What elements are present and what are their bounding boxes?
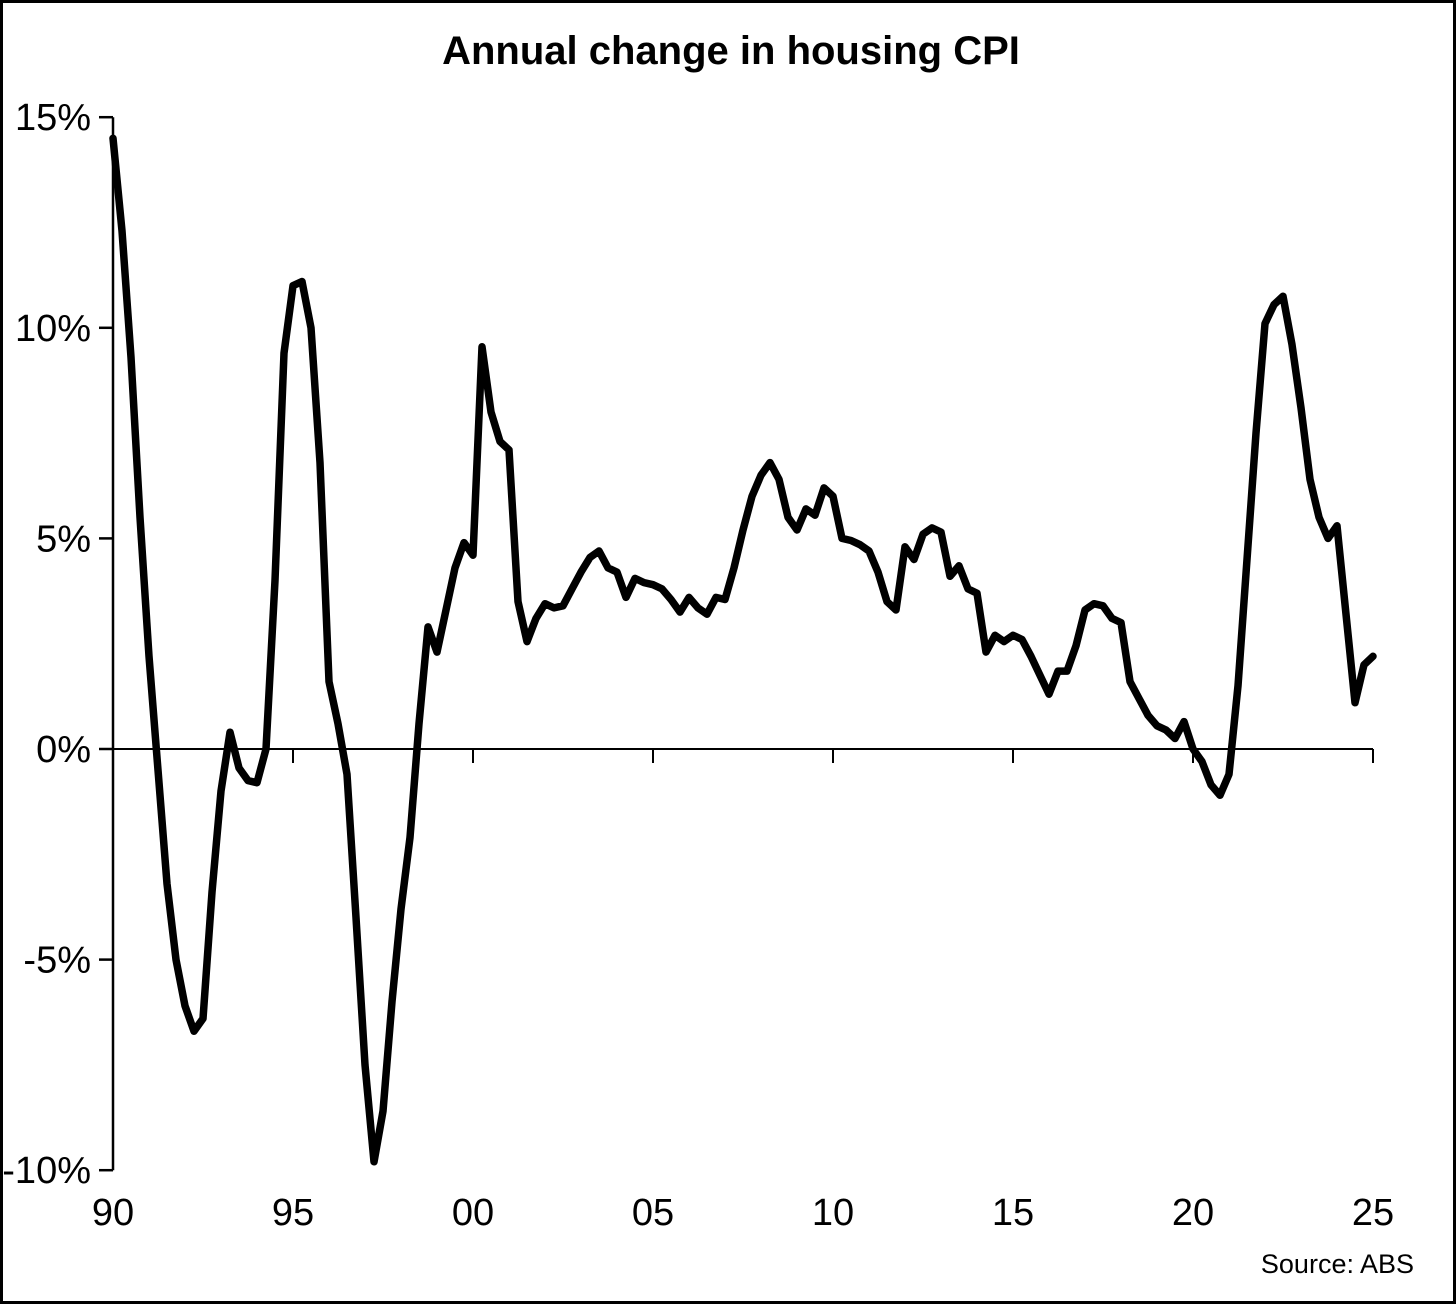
x-tick-label: 00	[452, 1192, 494, 1234]
x-tick-label: 10	[812, 1192, 854, 1234]
x-tick-label: 25	[1352, 1192, 1394, 1234]
y-tick-label: -5%	[23, 940, 91, 982]
y-tick-label: 15%	[15, 97, 91, 139]
x-tick-label: 05	[632, 1192, 674, 1234]
source-label: Source: ABS	[1260, 1249, 1414, 1279]
y-tick-label: 5%	[36, 518, 91, 560]
x-tick-label: 20	[1172, 1192, 1214, 1234]
x-tick-label: 95	[272, 1192, 314, 1234]
y-tick-label: -10%	[3, 1150, 91, 1192]
y-tick-label: 0%	[36, 729, 91, 771]
x-tick-label: 90	[92, 1192, 134, 1234]
x-tick-label: 15	[992, 1192, 1034, 1234]
line-chart: 15% 10% 5% 0% -5% -10%90 95 00 05 10 15 20 25	[3, 97, 1394, 1234]
chart-title: Annual change in housing CPI	[442, 29, 1020, 73]
cpi-data-line	[109, 134, 1377, 1166]
y-tick-label: 10%	[15, 308, 91, 350]
